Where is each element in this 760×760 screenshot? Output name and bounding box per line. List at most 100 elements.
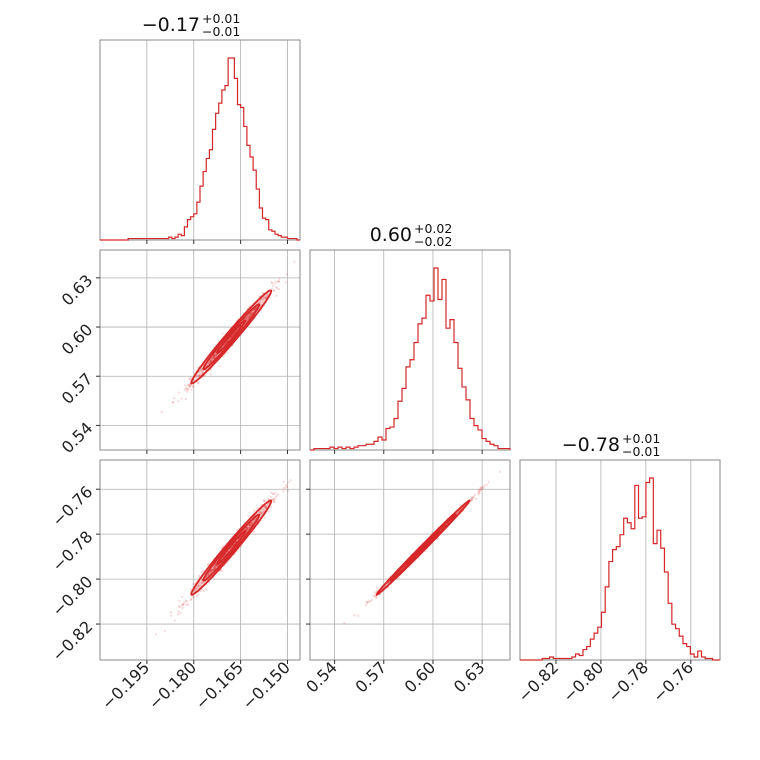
x-tick-label-0: −0.82 [514, 658, 562, 706]
scatter-point [182, 603, 185, 606]
scatter-point [277, 287, 280, 291]
scatter-point [273, 500, 276, 503]
y-tick-label-2: −0.78 [48, 527, 96, 575]
scatter-point [247, 314, 250, 317]
scatter-point [232, 543, 235, 547]
scatter-point [209, 373, 212, 376]
scatter-point [226, 551, 229, 554]
contour-fill-inner [203, 304, 260, 370]
scatter-point [213, 355, 216, 358]
scatter-point [253, 308, 257, 311]
scatter-point [173, 619, 176, 622]
grid [310, 460, 510, 660]
scatter-point [271, 281, 274, 285]
scatter-point [207, 362, 210, 365]
scatter-point [249, 315, 252, 318]
scatter-point [275, 494, 278, 497]
contour-level-inner [216, 530, 247, 566]
scatter-point [185, 387, 188, 391]
panel-content [154, 479, 292, 636]
scatter-point [250, 313, 253, 316]
scatter-point [261, 300, 264, 304]
scatter-point [233, 331, 236, 334]
scatter-point [258, 300, 262, 303]
scatter-point [192, 596, 196, 599]
scatter-point [262, 508, 266, 511]
histogram-step-param-1 [310, 267, 511, 451]
scatter-point [471, 498, 474, 502]
scatter-point [190, 388, 193, 391]
scatter-point [198, 574, 201, 577]
x-tick-labels-param-2: −0.82−0.80−0.78−0.76 [514, 658, 697, 706]
scatter-point [185, 386, 188, 389]
scatter-point [478, 491, 481, 494]
scatter-point [246, 527, 249, 531]
scatter-point [182, 603, 185, 606]
scatter-point [260, 511, 263, 515]
scatter-point [260, 512, 264, 515]
scatter-point [259, 510, 262, 513]
scatter-point [270, 505, 273, 509]
scatter-point [286, 489, 289, 492]
scatter-point [249, 313, 252, 316]
scatter-point [477, 488, 480, 491]
scatter-point [209, 361, 212, 364]
scatter-point [197, 593, 200, 596]
scatter-point [181, 595, 184, 599]
scatter-point [218, 365, 221, 368]
scatter-point [272, 289, 275, 292]
x-tick-label-0: 0.54 [302, 658, 341, 697]
scatter-point [186, 389, 189, 392]
contour-level-outer [190, 499, 273, 596]
scatter-point [235, 329, 238, 333]
scatter-point [249, 524, 253, 527]
scatter-point [200, 368, 203, 372]
scatter-point [262, 291, 265, 295]
scatter-point [196, 381, 199, 384]
scatter-point [270, 491, 273, 494]
scatter-point [214, 564, 217, 567]
scatter-point [259, 301, 262, 304]
scatter-point [207, 573, 210, 576]
y-tick-label-1: 0.57 [58, 369, 97, 408]
scatter-point [275, 294, 278, 297]
scatter-point [254, 308, 257, 311]
scatter-point [200, 369, 203, 372]
scatter-point [178, 600, 181, 603]
scatter-point [271, 287, 274, 290]
scatter-point [245, 529, 249, 533]
scatter-point [209, 360, 213, 363]
scatter-point [232, 332, 236, 335]
scatter-point [215, 353, 218, 357]
scatter-point [287, 481, 290, 484]
scatter-point [265, 505, 268, 508]
scatter-point [219, 569, 222, 572]
grid [100, 250, 300, 450]
panel-hist-param-0 [99, 39, 301, 244]
scatter-point [251, 521, 254, 524]
scatter-point [181, 606, 184, 610]
scatter-point [209, 571, 213, 574]
scatter-point [260, 513, 263, 516]
panel-frame [309, 249, 511, 451]
scatter-point [259, 511, 262, 515]
scatter-point [185, 390, 188, 393]
scatter-point [187, 387, 190, 390]
scatter-point [211, 357, 214, 360]
scatter-point [247, 526, 250, 530]
scatter-point [370, 599, 374, 602]
scatter-point [192, 582, 195, 585]
scatter-point [480, 486, 483, 489]
contour-level-middle [202, 303, 261, 371]
scatter-point [262, 297, 265, 301]
scatter-point [248, 526, 251, 530]
scatter-point [200, 371, 203, 374]
scatter-point [284, 486, 287, 489]
scatter-point [200, 581, 204, 584]
scatter-point [173, 397, 176, 400]
scatter-point [262, 299, 265, 302]
scatter-point [261, 297, 264, 300]
scatter-point [221, 332, 224, 335]
scatter-point [246, 526, 249, 529]
scatter-point [471, 496, 474, 499]
